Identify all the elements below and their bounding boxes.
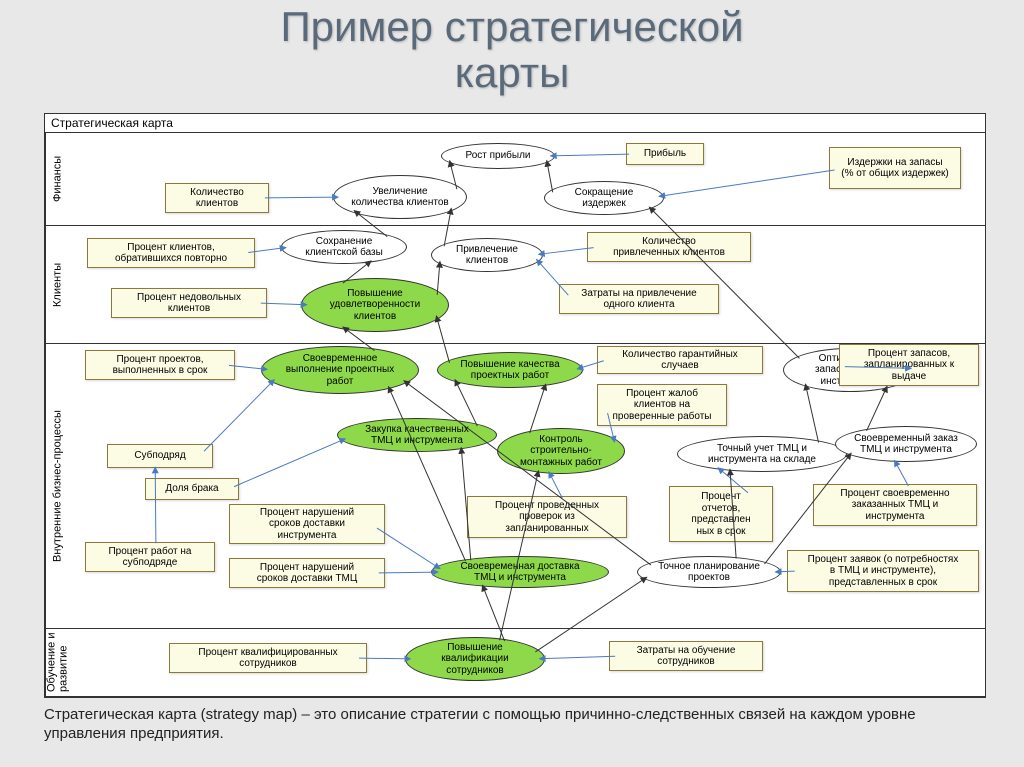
lane-finance: Финансы Рост прибыли Прибыль Издержки на за… [45,133,985,226]
node-p12: Субподряд [107,444,213,468]
lane-label: Клиенты [45,226,69,343]
node-n3: Издержки на запасы(% от общих издержек) [829,147,961,189]
node-n6: Количествоклиентов [165,183,269,213]
lane-label: Внутренние бизнес-процессы [45,344,69,628]
lane-label: Обучение иразвитие [45,629,69,696]
node-p19: Процент нарушенийсроков доставки ТМЦ [229,558,385,588]
node-p6: Процент запасов,запланированных квыдаче [839,344,979,386]
node-n12: Повышениеудовлетворенностиклиентов [301,278,449,332]
node-p21: Точное планированиепроектов [637,556,781,588]
node-p2: Своевременноевыполнение проектныхработ [261,346,419,394]
node-l3: Затраты на обучениесотрудников [609,641,763,671]
node-p14: Процент нарушенийсроков доставкиинструме… [229,504,385,544]
node-p7: Закупка качественныхТМЦ и инструмента [337,418,497,452]
node-p17: Процент своевременнозаказанных ТМЦ иинст… [813,484,977,526]
lane-learning: Обучение иразвитие Процент квалифицирован… [45,629,985,697]
node-p9: Процент жалобклиентов напроверенные рабо… [597,384,727,426]
node-p4: Количество гарантийныхслучаев [597,346,763,374]
node-p20: Своевременная доставкаТМЦ и инструмента [431,556,609,588]
node-p3: Повышение качествапроектных работ [437,352,583,388]
node-p10: Точный учет ТМЦ иинструмента на складе [677,436,847,472]
node-l1: Процент квалифицированныхсотрудников [169,643,367,673]
node-n9: Привлечениеклиентов [431,238,543,272]
lane-process: Внутренние бизнес-процессы Процент проект… [45,344,985,629]
node-n2: Прибыль [626,143,704,165]
node-p22: Процент заявок (о потребностяхв ТМЦ и ин… [787,550,979,592]
node-p15: Процент проведенныхпроверок иззапланиров… [467,496,627,538]
node-n5: Сокращениеиздержек [544,181,664,215]
node-n10: Количествопривлеченных клиентов [587,232,751,262]
strategy-map: Стратегическая карта Финансы Рост прибыли… [44,113,986,698]
node-n8: Сохранениеклиентской базы [281,230,407,264]
lane-clients: Клиенты Процент клиентов,обратившихся пов… [45,226,985,344]
node-n11: Процент недовольныхклиентов [111,288,267,318]
page-title: Пример стратегическойкарты [0,0,1024,96]
node-p13: Доля брака [145,478,239,500]
caption: Стратегическая карта (strategy map) – эт… [44,706,986,744]
node-p1: Процент проектов,выполненных в срок [85,350,235,380]
lane-label: Финансы [45,133,69,225]
node-p18: Процент работ насубподряде [85,542,215,572]
map-title: Стратегическая карта [45,114,985,133]
node-n4: Увеличениеколичества клиентов [333,175,467,219]
node-l2: Повышениеквалификациисотрудников [405,637,545,681]
node-p16: Процентотчетов,представленных в срок [669,486,773,542]
node-n13: Затраты на привлечениеодного клиента [559,284,719,314]
node-p8: Контрольстроительно-монтажных работ [497,428,625,474]
node-n7: Процент клиентов,обратившихся повторно [87,238,255,268]
node-n1: Рост прибыли [441,143,555,169]
node-p11: Своевременный заказТМЦ и инструмента [835,426,977,462]
